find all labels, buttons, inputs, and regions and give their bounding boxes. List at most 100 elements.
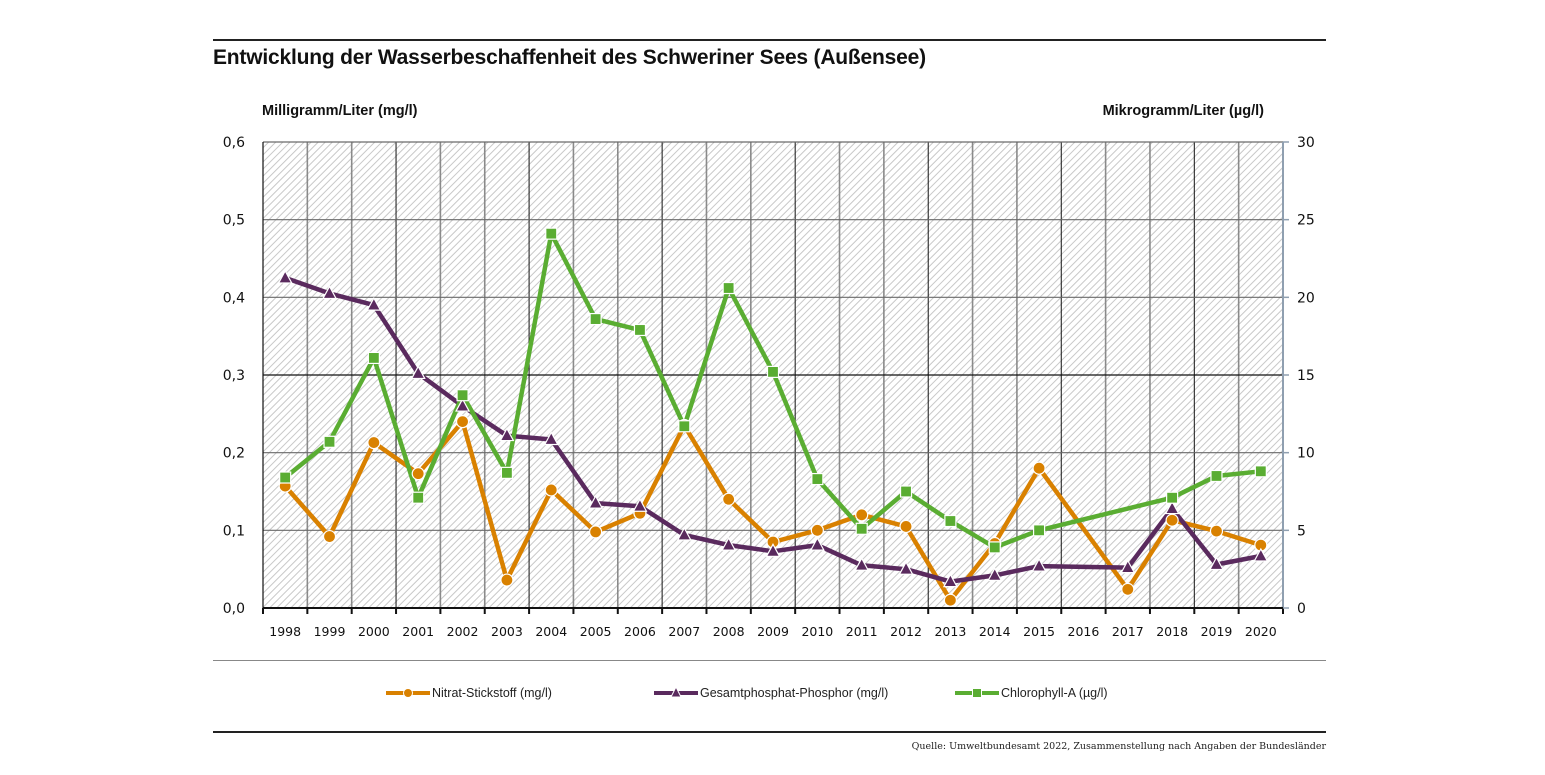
legend-label-chlorophyll: Chlorophyll-A (µg/l) <box>1001 686 1108 700</box>
y-tick-label-right: 0 <box>1297 601 1306 617</box>
x-tick-label: 2014 <box>979 624 1011 639</box>
data-point-chlorophyll <box>988 541 1001 554</box>
data-point-nitrat <box>544 483 558 497</box>
x-tick-label: 2019 <box>1201 624 1233 639</box>
legend-circle-marker-icon <box>386 688 430 698</box>
data-point-chlorophyll <box>412 491 425 504</box>
data-point-nitrat <box>1209 524 1224 538</box>
data-point-phosphor <box>322 285 338 300</box>
data-point-chlorophyll <box>589 312 602 326</box>
x-tick-label: 2015 <box>1023 624 1055 639</box>
legend-label-phosphor: Gesamtphosphat-Phosphor (mg/l) <box>700 686 889 700</box>
data-point-chlorophyll <box>944 514 957 528</box>
data-point-nitrat <box>943 593 957 607</box>
data-point-chlorophyll <box>899 485 913 498</box>
data-point-nitrat <box>1165 513 1179 527</box>
data-point-chlorophyll <box>1210 469 1223 483</box>
y-tick-label-left: 0,1 <box>223 523 245 539</box>
top-rule <box>213 39 1326 41</box>
data-point-nitrat <box>411 467 425 481</box>
source-note: Quelle: Umweltbundesamt 2022, Zusammenst… <box>911 741 1326 752</box>
data-point-phosphor <box>632 497 648 512</box>
legend-square-marker-icon <box>955 688 999 698</box>
data-point-phosphor <box>499 427 515 442</box>
x-tick-label: 2003 <box>491 624 523 639</box>
y-tick-label-left: 0,0 <box>223 601 245 617</box>
data-point-phosphor <box>1253 547 1269 562</box>
data-point-chlorophyll <box>456 389 469 402</box>
legend-chlorophyll: Chlorophyll-A (µg/l) <box>955 686 1108 700</box>
x-tick-label: 2001 <box>402 624 434 639</box>
y-tick-label-right: 10 <box>1297 446 1315 462</box>
legend-triangle-marker-icon <box>654 687 698 698</box>
data-point-phosphor <box>854 557 870 571</box>
data-point-nitrat <box>810 523 824 537</box>
x-tick-label: 2012 <box>890 624 922 639</box>
data-point-phosphor <box>898 560 914 575</box>
data-point-chlorophyll <box>1166 491 1179 504</box>
data-point-chlorophyll <box>279 471 292 484</box>
data-point-nitrat <box>500 573 514 587</box>
series-markers <box>277 227 1269 607</box>
data-point-nitrat <box>722 492 736 506</box>
data-point-chlorophyll <box>633 323 647 337</box>
data-point-phosphor <box>721 536 737 551</box>
y-tick-label-left: 0,5 <box>223 213 245 229</box>
data-point-phosphor <box>410 365 426 380</box>
x-tick-label: 2004 <box>535 624 567 639</box>
data-point-chlorophyll <box>811 472 824 486</box>
data-point-chlorophyll <box>855 522 868 535</box>
x-tick-label: 2000 <box>358 624 390 639</box>
legend-label-nitrat: Nitrat-Stickstoff (mg/l) <box>432 686 552 700</box>
series-line-phosphor <box>284 275 1262 584</box>
y-tick-label-right: 30 <box>1297 135 1315 151</box>
x-tick-label: 2008 <box>713 624 745 639</box>
data-point-nitrat <box>589 525 603 539</box>
x-tick-label: 2016 <box>1068 624 1100 639</box>
data-point-phosphor <box>588 494 604 509</box>
y-tick-label-left: 0,3 <box>223 368 245 384</box>
data-point-chlorophyll <box>678 420 691 433</box>
tick-labels: 0,0 0,1 0,2 0,3 0,4 0,5 0,6 0 5 10 15 20 25 30 1998 199… <box>223 135 1315 639</box>
x-tick-label: 2018 <box>1156 624 1188 639</box>
y-tick-label-right: 5 <box>1297 523 1306 539</box>
y-tick-label-left: 0,2 <box>223 446 245 462</box>
data-point-nitrat <box>367 435 381 450</box>
data-point-chlorophyll <box>500 466 514 479</box>
data-point-chlorophyll <box>367 351 380 365</box>
legend-phosphor: Gesamtphosphat-Phosphor (mg/l) <box>654 686 888 700</box>
x-tick-label: 2010 <box>801 624 833 639</box>
x-tick-label: 2006 <box>624 624 656 639</box>
x-tick-label: 2013 <box>934 624 966 639</box>
data-point-nitrat <box>1121 582 1135 596</box>
y-tick-label-right: 25 <box>1297 213 1315 229</box>
left-axis-title: Milligramm/Liter (mg/l) <box>262 103 418 119</box>
data-point-phosphor <box>676 526 692 541</box>
y-tick-label-right: 20 <box>1297 290 1315 306</box>
y-tick-label-left: 0,6 <box>223 135 245 151</box>
y-tick-label-left: 0,4 <box>223 290 245 306</box>
y-tick-label-right: 15 <box>1297 368 1315 384</box>
data-point-chlorophyll <box>722 281 735 295</box>
data-point-chlorophyll <box>545 227 558 240</box>
data-point-nitrat <box>322 529 337 544</box>
data-point-nitrat <box>1032 461 1046 475</box>
data-point-phosphor <box>1120 559 1136 574</box>
data-point-phosphor <box>942 573 958 588</box>
data-point-chlorophyll <box>766 365 780 378</box>
data-point-phosphor <box>455 397 471 412</box>
x-tick-label: 1999 <box>314 624 346 639</box>
chart-title: Entwicklung der Wasserbeschaffenheit des… <box>213 46 926 69</box>
data-point-chlorophyll <box>323 435 336 448</box>
x-tick-label: 2005 <box>580 624 612 639</box>
x-tick-label: 2020 <box>1245 624 1277 639</box>
axes <box>262 141 1289 614</box>
data-point-chlorophyll <box>1254 465 1267 478</box>
x-tick-label: 1998 <box>269 624 301 639</box>
x-tick-label: 2009 <box>757 624 789 639</box>
x-tick-label: 2002 <box>447 624 479 639</box>
data-point-phosphor <box>765 543 781 557</box>
data-point-chlorophyll <box>1032 524 1046 537</box>
gridlines <box>263 141 1283 608</box>
bottom-rule <box>213 731 1326 733</box>
